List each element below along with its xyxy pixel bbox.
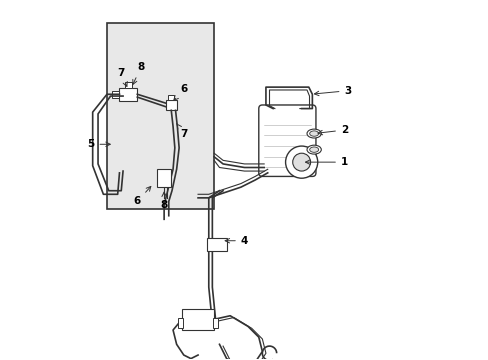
Ellipse shape [306, 129, 321, 138]
Bar [168, 95, 174, 100]
Text: 7: 7 [117, 68, 127, 86]
Text: 3: 3 [314, 86, 351, 96]
Text: 2: 2 [317, 125, 347, 135]
Bar [206, 238, 226, 251]
Bar [112, 91, 119, 98]
Ellipse shape [306, 145, 321, 154]
Circle shape [285, 146, 317, 178]
Text: 6: 6 [133, 186, 150, 206]
Bar [107, 23, 214, 208]
Text: 6: 6 [173, 84, 187, 100]
Bar [165, 100, 176, 111]
Bar [213, 318, 217, 328]
Circle shape [292, 153, 310, 171]
Text: 5: 5 [87, 139, 110, 149]
Bar [124, 82, 132, 88]
Bar [157, 169, 171, 187]
Ellipse shape [309, 147, 318, 152]
Ellipse shape [309, 131, 318, 136]
Text: 8: 8 [160, 192, 167, 210]
Text: 8: 8 [133, 63, 144, 84]
Bar [119, 88, 137, 101]
Text: 4: 4 [224, 236, 248, 246]
Bar [178, 318, 183, 328]
Bar [182, 309, 214, 330]
Text: 1: 1 [305, 157, 347, 167]
FancyBboxPatch shape [258, 105, 315, 176]
Text: 7: 7 [176, 123, 187, 139]
